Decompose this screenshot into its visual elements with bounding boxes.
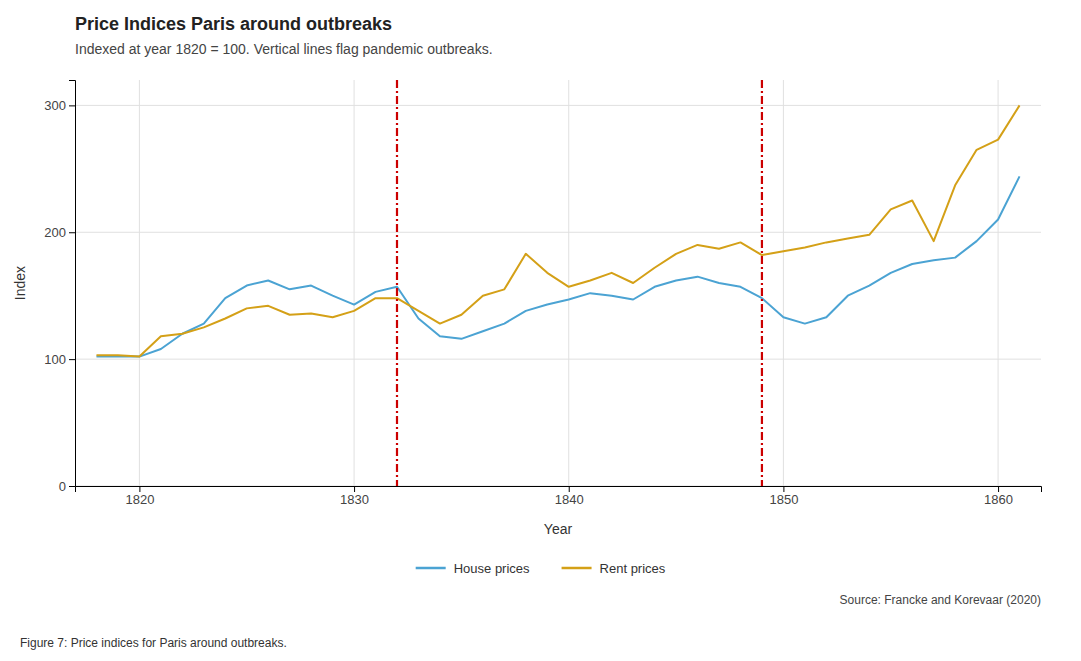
title: Price Indices Paris around outbreaks	[75, 14, 392, 34]
y-grid-line	[75, 359, 1041, 360]
y-tick-label: 300	[44, 98, 66, 113]
x-grid-line	[568, 80, 569, 486]
legend-item: House prices	[416, 561, 530, 576]
x-tick-mark	[569, 486, 570, 492]
legend: House prices Rent prices	[416, 561, 666, 576]
x-tick-label: 1840	[555, 492, 584, 507]
x-tick: 1850	[769, 486, 798, 507]
marks	[96, 80, 1019, 486]
x-grid-line	[783, 80, 784, 486]
series-line	[96, 105, 1019, 356]
y-tick-mark	[69, 105, 75, 106]
legend-label: Rent prices	[600, 561, 666, 576]
x-tick-mark	[139, 486, 140, 492]
y-axis-title: Index	[12, 266, 28, 300]
y-tick-label: 100	[44, 352, 66, 367]
legend-swatch	[416, 567, 446, 570]
y-tick-mark	[69, 232, 75, 233]
y-tick: 0	[59, 479, 75, 494]
chart-container: Price Indices Paris around outbreaks Inde…	[0, 0, 1081, 661]
x-grid-line	[354, 80, 355, 486]
reference-line	[761, 80, 763, 486]
y-axis-line	[69, 81, 76, 487]
reference-line	[396, 80, 398, 486]
y-tick-label: 0	[59, 479, 66, 494]
x-tick-label: 1830	[340, 492, 369, 507]
x-tick-mark	[998, 486, 999, 492]
y-tick: 300	[44, 98, 75, 113]
x-tick: 1820	[125, 486, 154, 507]
source: Source: Francke and Korevaar (2020)	[840, 593, 1041, 607]
series-line	[96, 176, 1019, 356]
subtitle: Indexed at year 1820 = 100. Vertical lin…	[75, 41, 493, 57]
legend-label: House prices	[454, 561, 530, 576]
caption: Figure 7: Price indices for Paris around…	[20, 636, 287, 650]
x-axis-title: Year	[544, 521, 573, 537]
x-tick: 1860	[984, 486, 1013, 507]
x-tick-mark	[354, 486, 355, 492]
y-tick: 200	[44, 225, 75, 240]
x-axis-line	[76, 487, 1042, 493]
legend-swatch	[562, 567, 592, 570]
y-tick-mark	[69, 486, 75, 487]
x-grid-line	[139, 80, 140, 486]
y-grid-line	[75, 232, 1041, 233]
x-axis: 1820 1830 1840 1850 1860	[76, 486, 1042, 507]
y-tick-label: 200	[44, 225, 66, 240]
legend-item: Rent prices	[562, 561, 666, 576]
x-tick-label: 1850	[769, 492, 798, 507]
y-tick: 100	[44, 352, 75, 367]
y-axis: 0 100 200 300	[44, 81, 75, 494]
x-tick: 1840	[555, 486, 584, 507]
grid	[75, 80, 1041, 486]
x-tick-label: 1820	[125, 492, 154, 507]
x-tick-mark	[783, 486, 784, 492]
y-tick-mark	[69, 359, 75, 360]
x-tick: 1830	[340, 486, 369, 507]
y-grid-line	[75, 105, 1041, 106]
chart: Price Indices Paris around outbreaks Inde…	[0, 0, 1081, 661]
x-tick-label: 1860	[984, 492, 1013, 507]
plot-area: 1820 1830 1840 1850 1860 0 100 200 300 Year Index	[12, 80, 1042, 537]
